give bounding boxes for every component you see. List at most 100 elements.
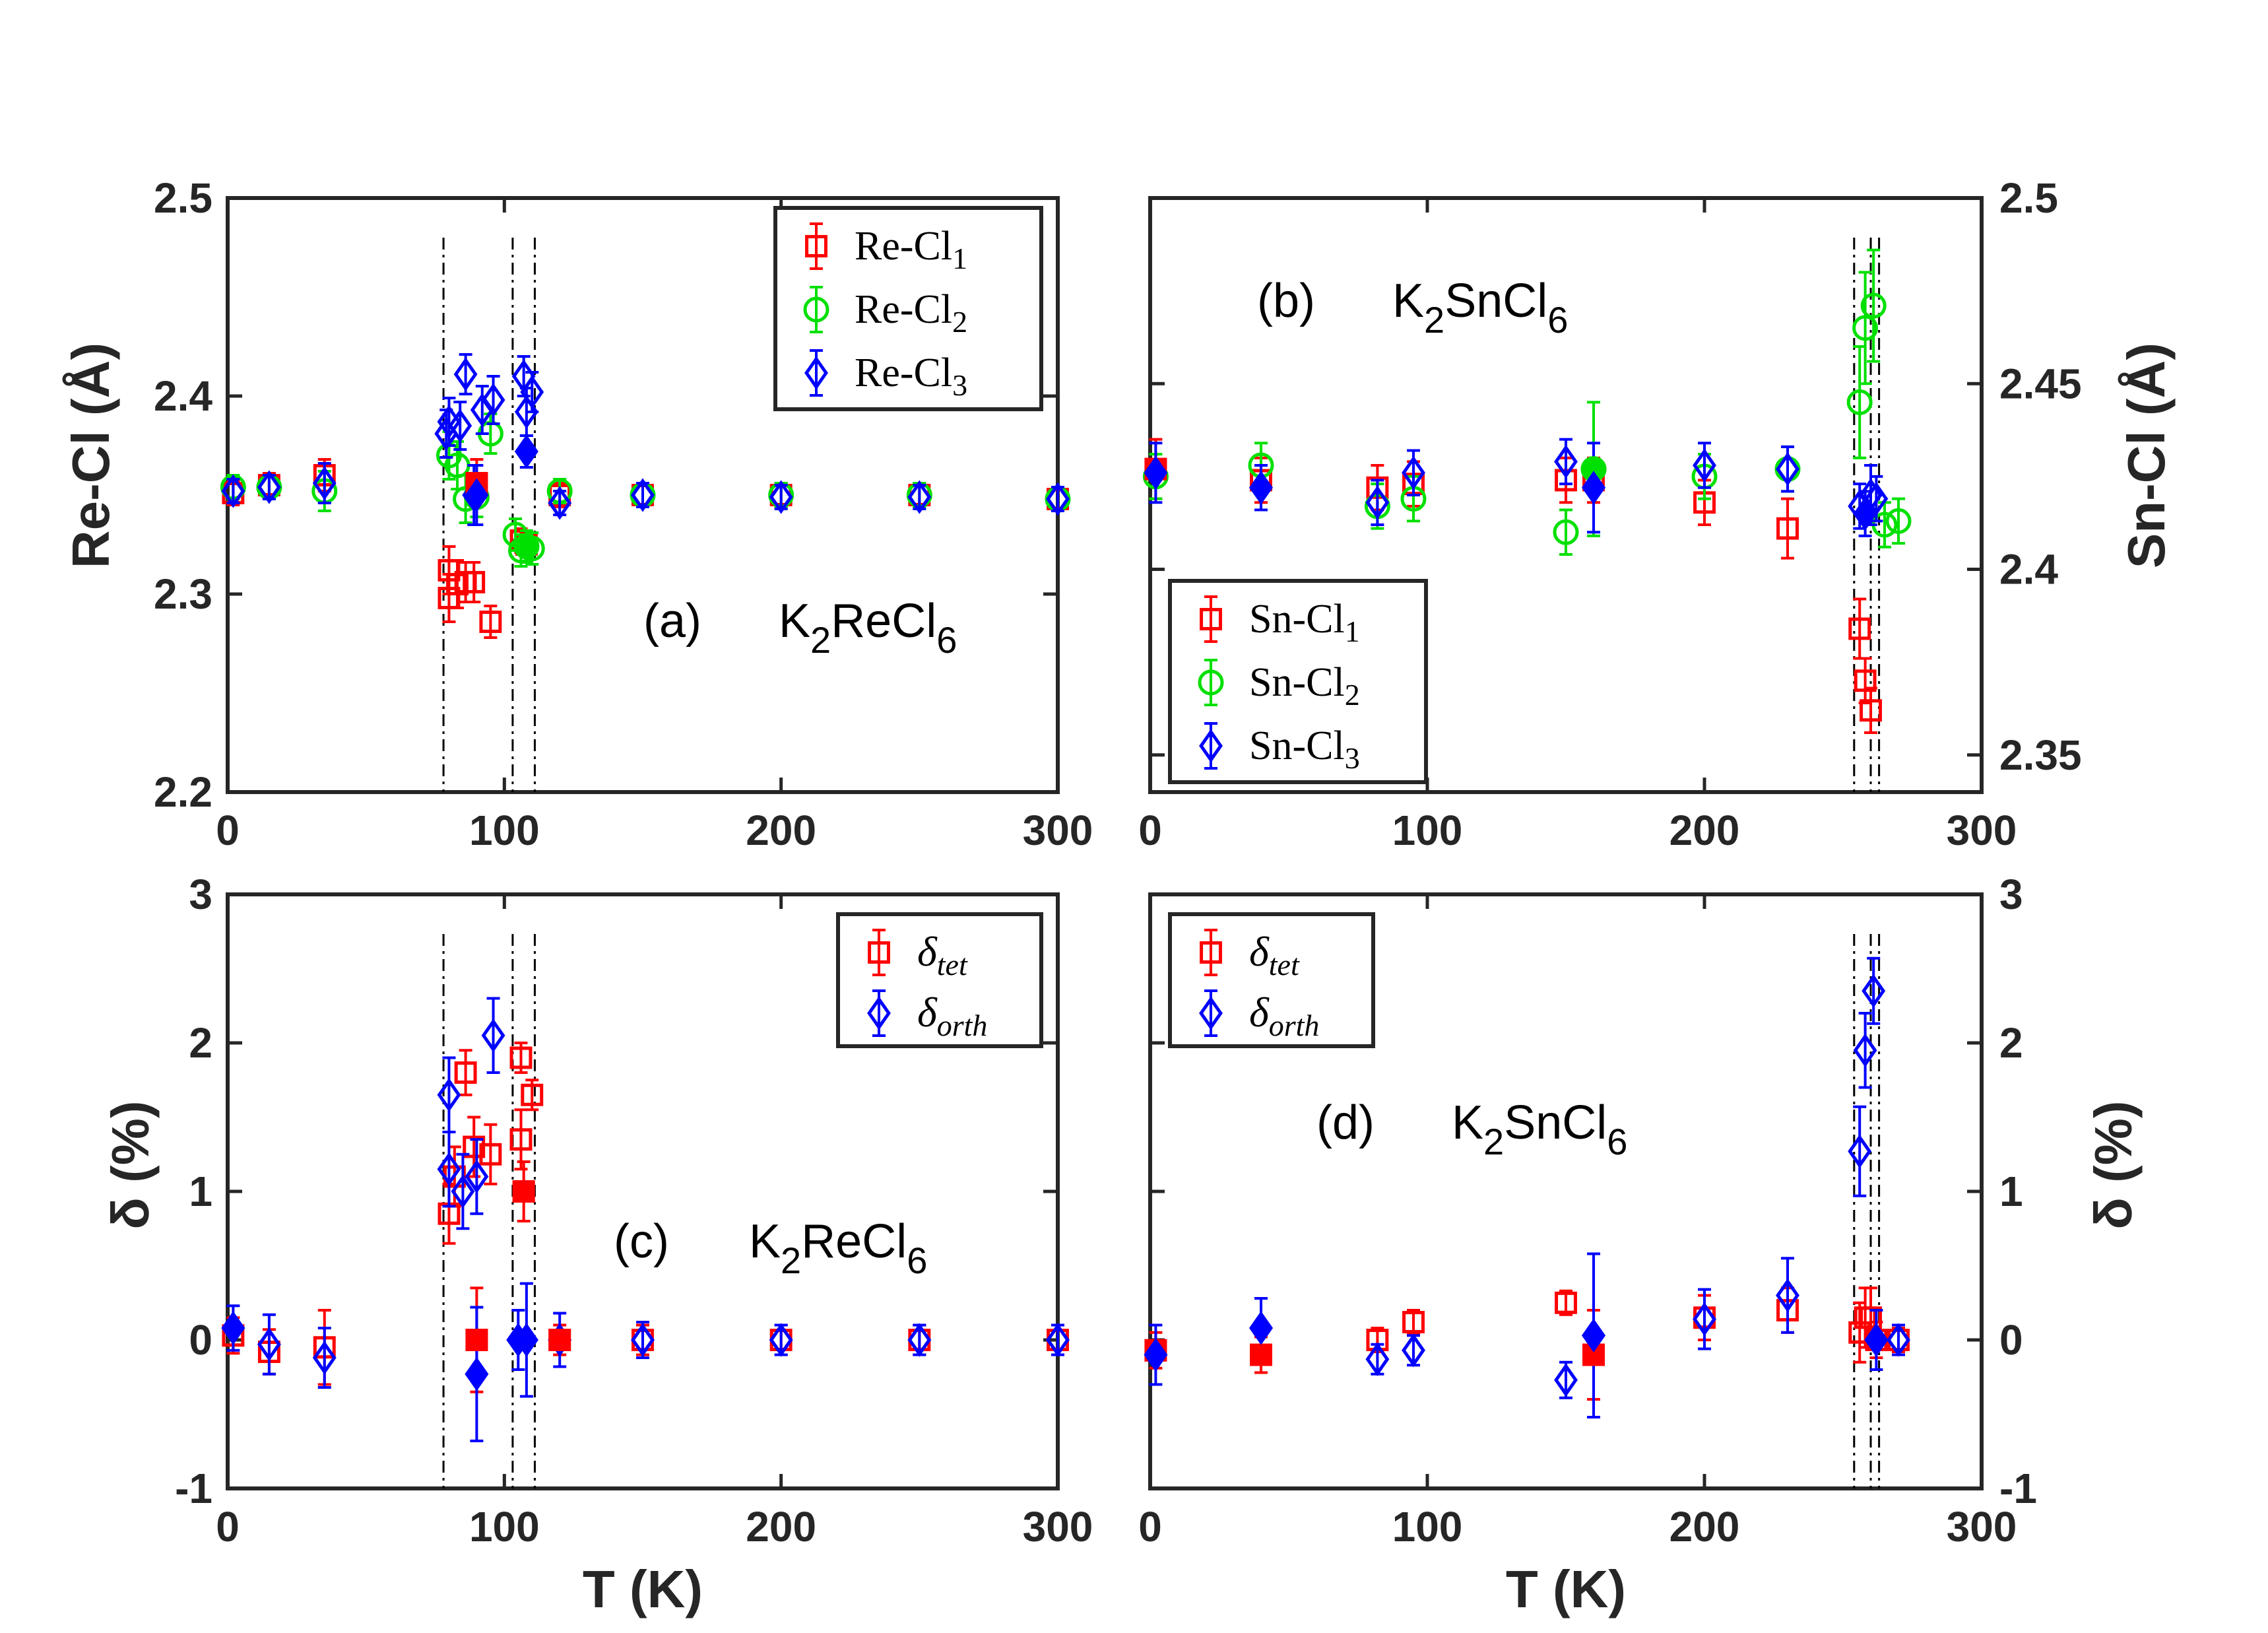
x-tick-label: 200 [1669,807,1740,854]
panel-label: (c) [614,1215,669,1268]
y-tick-label: 2.4 [154,372,212,420]
data-point [437,1078,461,1112]
y-tick-label: 2.4 [1999,546,2058,593]
data-point [1860,1306,1882,1329]
data-point [465,1159,489,1194]
y-label-delta-left: δ (%) [101,1100,160,1229]
x-tick-label: 200 [746,807,816,854]
compound-formula: K2SnCl6 [1452,1096,1627,1162]
data-point-filled [1582,471,1605,505]
data-point [312,1341,337,1375]
data-point [1776,452,1799,486]
data-point [1862,974,1886,1008]
x-tick-label: 100 [1392,1503,1463,1550]
data-point [463,571,486,593]
data-point [451,1174,475,1209]
legend-marker [805,235,827,257]
data-point-filled [1249,471,1273,505]
panel-label: (d) [1316,1096,1375,1149]
data-point [907,1323,932,1357]
x-tick-label: 300 [1023,1503,1093,1550]
data-point-filled [512,1180,535,1203]
x-tick-label: 200 [746,1503,816,1550]
x-tick-label: 100 [469,1503,540,1550]
data-point [1885,508,1912,534]
x-tick-label: 300 [1947,807,2017,854]
legend-label: Re-Cl2 [855,287,967,339]
data-point [1554,1363,1578,1397]
y-tick-label: -1 [175,1465,212,1512]
y-label-sn-cl: Sn-Cl (Å) [2117,343,2176,568]
data-point [448,409,472,443]
data-point [221,474,245,508]
data-point [1555,1291,1577,1314]
compound-formula: K2SnCl6 [1392,275,1568,341]
data-point [479,1143,502,1166]
data-point [1854,669,1877,692]
data-point [1365,1342,1390,1376]
data-point [1693,1302,1716,1337]
compound-formula: K2ReCl6 [779,595,957,661]
y-tick-label: 2.5 [1999,174,2058,222]
y-tick-label: 2.45 [1999,360,2082,407]
legend-marker [804,356,828,390]
x-tick-label: 0 [1138,807,1162,854]
data-point [1365,485,1390,519]
data-point [520,375,544,409]
data-point [1848,1134,1872,1168]
data-point-filled [465,478,489,512]
data-point [509,1046,533,1069]
y-label-delta-right: δ (%) [2084,1100,2143,1229]
data-point [1853,1033,1877,1067]
x-tick-label: 300 [1947,1503,2017,1550]
x-tick-label: 200 [1669,1503,1740,1550]
data-point [481,383,505,417]
legend-label: Sn-Cl3 [1249,723,1360,775]
data-point [769,1323,793,1357]
data-point [1860,292,1887,319]
panel-b: 0 100 200 300 2.35 2.4 2.45 2.5 Sn-Cl1 Sn-Cl2 Sn-C… [1138,174,2081,854]
panel-label: (a) [643,595,701,648]
data-point [631,478,655,512]
data-point [1852,315,1879,341]
y-tick-label: 0 [1999,1316,2023,1364]
data-point [312,466,337,500]
panel-d: 0 100 200 300-1 0 1 2 3 δtet δorth (d) K2SnCl6 [1138,871,2037,1550]
legend-marker [803,296,829,323]
y-label-re-cl: Re-Cl (Å) [61,343,120,568]
x-tick-label: 100 [469,807,540,854]
legend-label: Sn-Cl2 [1249,660,1360,712]
data-point-filled [514,1323,538,1357]
data-point [521,1083,544,1106]
data-point [1554,444,1578,479]
data-point [1402,455,1425,490]
legend-marker [868,941,890,964]
data-point-filled [465,1329,488,1351]
y-tick-label: 2 [1999,1019,2023,1067]
data-point [1402,1311,1425,1333]
panel-label: (b) [1257,275,1315,327]
data-point-filled [548,1329,571,1351]
y-tick-label: 3 [189,871,212,918]
y-tick-label: 2.5 [154,174,212,222]
y-tick-label: 2.35 [1999,731,2082,779]
y-tick-label: 1 [1999,1168,2023,1215]
legend-label: δorth [1249,989,1319,1042]
data-point [453,357,478,391]
x-tick-label: 300 [1023,807,1093,854]
data-point-filled [1582,1318,1605,1352]
x-tick-label: 0 [1138,1503,1162,1550]
y-tick-label: 1 [189,1168,212,1215]
data-point [631,1323,655,1357]
x-tick-label: 0 [216,1503,240,1550]
compound-formula: K2ReCl6 [749,1215,927,1281]
data-point-filled [1249,1311,1273,1345]
legend-marker [1199,729,1223,763]
y-tick-label: 2.2 [154,768,212,816]
data-point-filled [465,1357,489,1391]
axes-box [1148,196,1984,794]
data-point [1046,482,1070,516]
data-point [1887,1323,1910,1357]
